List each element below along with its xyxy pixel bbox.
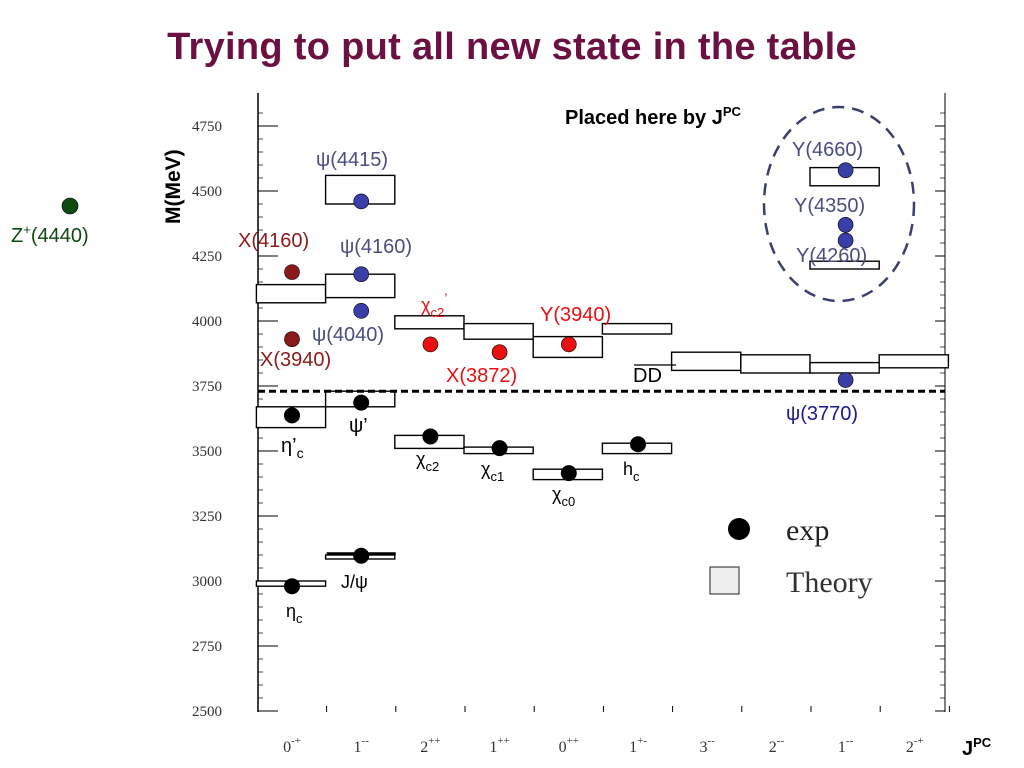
state-marker-chi_c2 — [422, 428, 439, 445]
state-label-h_c: hc — [623, 459, 640, 484]
state-marker-eta_c_prime — [284, 407, 300, 424]
state-label-x3872: X(3872) — [446, 365, 517, 387]
placed-note: Placed here by JPC — [565, 104, 742, 129]
state-marker-chi_c0 — [560, 465, 577, 482]
state-label-psi4040: ψ(4040) — [312, 324, 384, 346]
legend-exp-label: exp — [786, 514, 829, 547]
y-tick-label: 3000 — [192, 574, 222, 590]
theory-box — [740, 354, 811, 374]
y-tick-label: 3500 — [192, 444, 222, 460]
state-label-eta_c_prime: η’c — [281, 435, 304, 461]
state-label-jpsi: J/ψ — [341, 572, 368, 592]
legend-theory-label: Theory — [786, 566, 873, 599]
state-label-psi4415: ψ(4415) — [316, 149, 388, 171]
x-tick-label: 1-- — [838, 735, 854, 756]
legend-exp-marker — [728, 518, 750, 540]
x-tick-label: 1-- — [354, 735, 370, 756]
state-marker-psi4415 — [353, 193, 370, 210]
x-tick-label: 1++ — [489, 735, 509, 756]
y-states-ellipse — [762, 105, 916, 303]
y-tick-label: 2750 — [192, 639, 222, 655]
state-label-psi_prime: ψ’ — [349, 415, 368, 437]
state-label-eta_c: ηc — [286, 601, 303, 626]
y-tick-label: 4250 — [192, 249, 222, 265]
x-tick-label: 0-+ — [283, 735, 301, 756]
state-marker-h_c — [630, 436, 646, 453]
state-label-x4160: X(4160) — [238, 230, 309, 252]
state-marker-psi4160 — [353, 266, 370, 283]
y-tick-label: 2500 — [192, 704, 222, 720]
y-tick-label: 3750 — [192, 379, 222, 395]
x-tick-label: 2++ — [420, 735, 440, 756]
state-label-z4440: Z+(4440) — [11, 222, 89, 247]
state-marker-y4260 — [837, 232, 854, 249]
state-label-psi4160: ψ(4160) — [340, 236, 412, 258]
state-marker-psi4040 — [353, 303, 370, 319]
state-marker-eta_c — [284, 578, 300, 595]
state-marker-x4160 — [284, 264, 300, 280]
dd-label: DD — [633, 365, 662, 387]
x-tick-label: 2-- — [769, 735, 785, 756]
y-tick-label: 4750 — [192, 119, 222, 135]
y-tick-label: 4000 — [192, 314, 222, 330]
state-marker-y4660 — [837, 162, 854, 178]
state-marker-z4440 — [61, 197, 79, 215]
x-tick-label: 3-- — [700, 735, 716, 756]
y-axis-label: M(MeV) — [162, 149, 185, 224]
x-tick-label: 0++ — [559, 735, 579, 756]
legend-theory-swatch — [709, 566, 740, 595]
state-marker-psi_prime — [353, 394, 370, 411]
state-marker-psi3770 — [837, 372, 854, 388]
theory-box — [809, 260, 880, 270]
state-marker-y4350 — [837, 217, 854, 233]
state-marker-jpsi — [353, 547, 370, 564]
state-label-psi3770: ψ(3770) — [786, 403, 858, 425]
state-label-chi_c2: χc2 — [416, 449, 439, 474]
state-marker-chi_c1 — [491, 440, 508, 457]
state-marker-y3940 — [560, 336, 577, 353]
theory-box — [255, 283, 327, 304]
x-tick-label: 2-+ — [906, 735, 924, 756]
state-label-x3940: X(3940) — [260, 349, 331, 371]
theory-box — [394, 315, 465, 330]
x-axis-label: JPC — [962, 735, 992, 760]
y-tick-label: 3250 — [192, 509, 222, 525]
theory-box — [809, 361, 880, 374]
x-tick-label: 1+- — [629, 735, 647, 756]
state-label-y3940: Y(3940) — [540, 304, 611, 326]
state-marker-x3940 — [284, 331, 300, 348]
state-marker-x3872 — [491, 344, 508, 361]
theory-box — [670, 351, 742, 372]
state-marker-chi_c2_prime — [422, 336, 439, 353]
state-label-y4660: Y(4660) — [792, 139, 863, 161]
state-label-y4260: Y(4260) — [796, 245, 867, 267]
y-tick-label: 4500 — [192, 184, 222, 200]
theory-box — [601, 322, 673, 335]
state-label-chi_c1: χc1 — [481, 459, 504, 484]
state-label-chi_c2_prime: χc2’ — [421, 290, 447, 320]
state-label-chi_c0: χc0 — [552, 484, 575, 509]
page-title: Trying to put all new state in the table — [167, 26, 857, 68]
state-label-y4350: Y(4350) — [794, 195, 865, 217]
theory-box — [878, 354, 950, 369]
theory-box — [463, 322, 534, 340]
